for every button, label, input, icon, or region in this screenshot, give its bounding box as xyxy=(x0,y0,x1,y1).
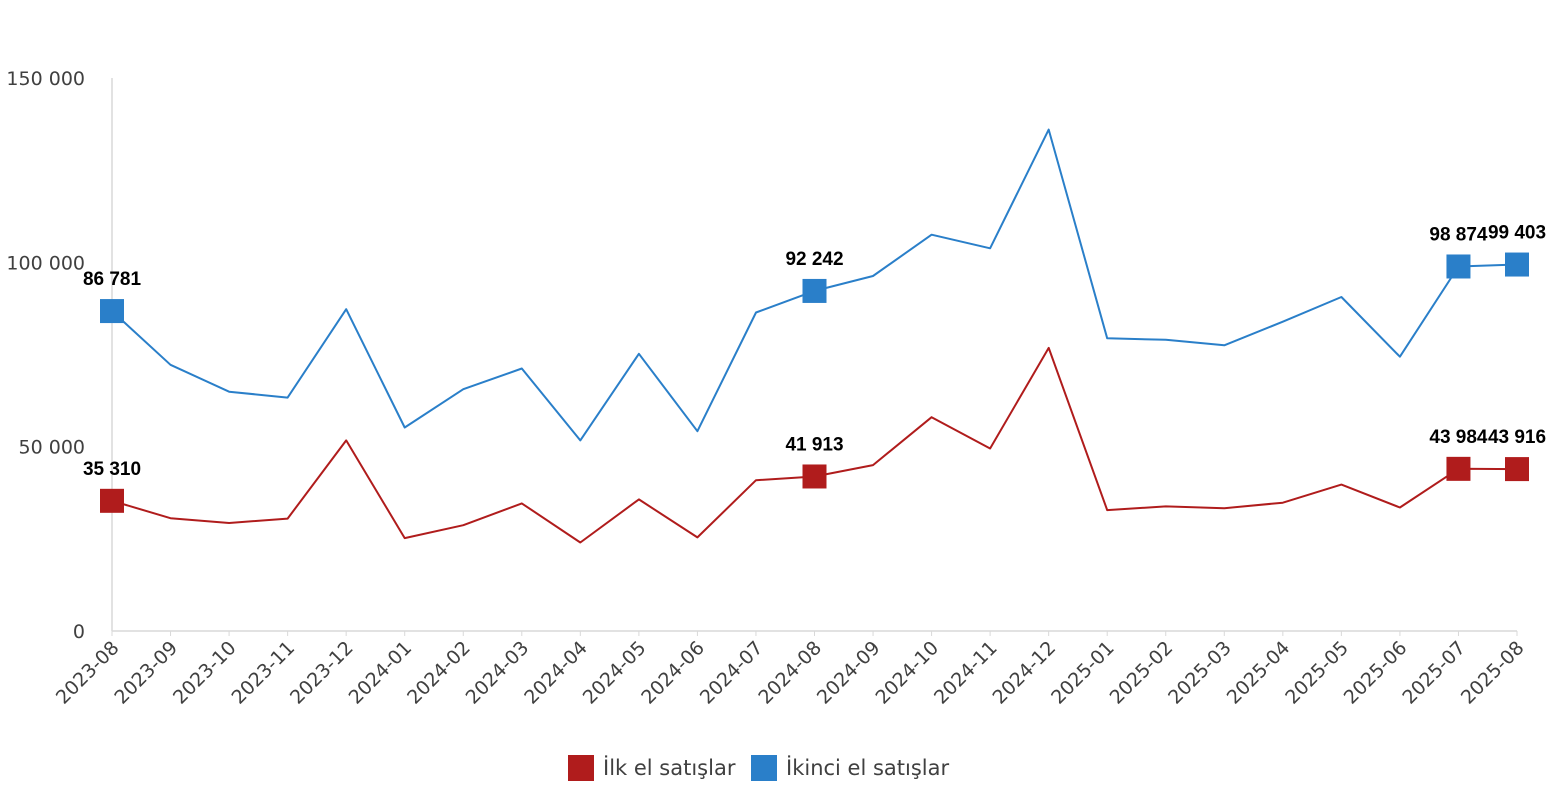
x-axis-ticks: 2023-082023-092023-102023-112023-122024-… xyxy=(52,631,1529,709)
x-tick-label: 2024-10 xyxy=(871,637,943,709)
series-marker xyxy=(802,278,827,303)
series-marker xyxy=(1505,252,1529,277)
x-tick-label: 2025-02 xyxy=(1106,637,1178,709)
x-tick-label: 2025-08 xyxy=(1457,637,1529,709)
series-marker xyxy=(802,464,827,489)
legend-label: İkinci el satışlar xyxy=(786,755,950,780)
x-tick-label: 2023-12 xyxy=(286,637,358,709)
data-label: 43 916 xyxy=(1488,427,1546,448)
x-tick-label: 2024-07 xyxy=(696,637,768,709)
x-tick-label: 2024-03 xyxy=(462,637,534,709)
data-label: 98 874 xyxy=(1429,224,1488,245)
legend-swatch xyxy=(568,755,594,781)
data-label: 92 242 xyxy=(785,249,843,270)
y-tick-label: 150 000 xyxy=(6,68,85,90)
series-marker xyxy=(1505,457,1529,482)
data-labels: 35 310 41 913 43 984 43 916 86 781 92 242 98 8… xyxy=(83,223,1546,480)
legend-swatch xyxy=(751,755,777,781)
series-markers xyxy=(100,252,1529,513)
x-tick-label: 2025-05 xyxy=(1281,637,1353,709)
series-marker xyxy=(100,488,124,513)
x-tick-label: 2025-07 xyxy=(1398,637,1470,709)
chart-axes xyxy=(111,78,1517,632)
x-tick-label: 2024-11 xyxy=(930,637,1002,709)
series-marker xyxy=(1446,456,1471,481)
x-tick-label: 2025-04 xyxy=(1223,637,1295,709)
x-tick-label: 2024-01 xyxy=(345,637,417,709)
series-marker xyxy=(100,299,124,324)
legend-label: İlk el satışlar xyxy=(603,755,736,780)
data-label: 43 984 xyxy=(1429,427,1488,448)
x-tick-label: 2025-01 xyxy=(1047,637,1119,709)
x-tick-label: 2023-11 xyxy=(227,637,299,709)
x-tick-label: 2023-09 xyxy=(110,637,182,709)
x-tick-label: 2024-09 xyxy=(813,637,885,709)
y-tick-label: 50 000 xyxy=(19,437,85,459)
x-tick-label: 2024-08 xyxy=(754,637,826,709)
data-label: 35 310 xyxy=(83,459,141,480)
data-label: 86 781 xyxy=(83,269,142,290)
data-label: 41 913 xyxy=(785,434,843,455)
x-tick-label: 2024-02 xyxy=(403,637,475,709)
x-tick-label: 2024-06 xyxy=(637,637,709,709)
x-tick-label: 2023-10 xyxy=(169,637,241,709)
x-tick-label: 2023-08 xyxy=(52,637,124,709)
data-label: 99 403 xyxy=(1488,223,1546,244)
legend: İlk el satışlar İkinci el satışlar xyxy=(568,755,950,781)
x-tick-label: 2024-04 xyxy=(520,637,592,709)
y-axis-ticks: 0 50 000 100 000 150 000 xyxy=(6,68,85,643)
x-tick-label: 2025-06 xyxy=(1340,637,1412,709)
y-tick-label: 0 xyxy=(73,621,85,643)
x-tick-label: 2024-12 xyxy=(989,637,1061,709)
y-tick-label: 100 000 xyxy=(6,252,85,274)
x-tick-label: 2024-05 xyxy=(579,637,651,709)
x-tick-label: 2025-03 xyxy=(1164,637,1236,709)
series-marker xyxy=(1446,254,1471,279)
